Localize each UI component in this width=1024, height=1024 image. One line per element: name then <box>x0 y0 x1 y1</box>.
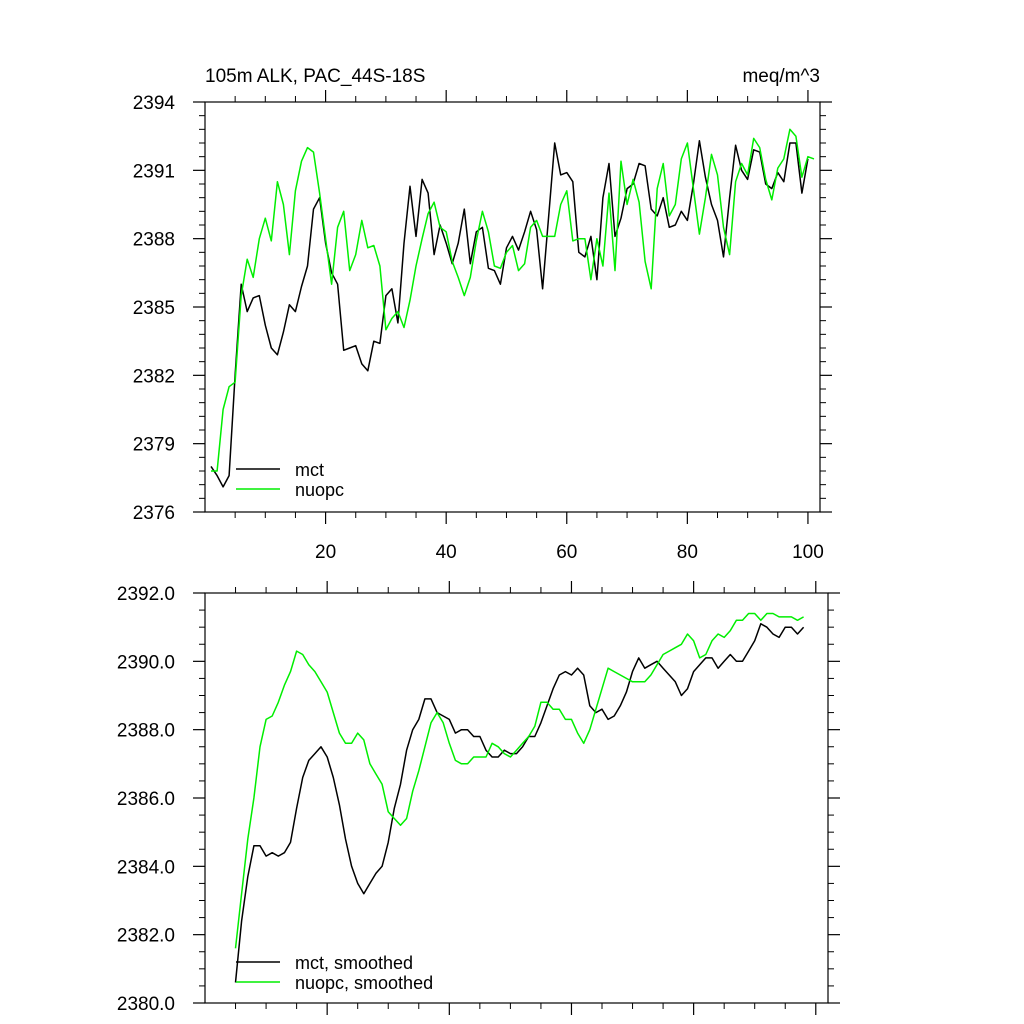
top-y-tick-label-2376: 2376 <box>133 503 175 524</box>
top-chart-frame <box>204 101 821 513</box>
top-x-tick-label-80: 80 <box>677 542 698 563</box>
bottom-chart-legend: mct, smoothed nuopc, smoothed <box>236 953 433 993</box>
bottom-y-tick-label-2380: 2380.0 <box>117 994 175 1015</box>
bottom-y-tick-label-2388: 2388.0 <box>117 721 175 742</box>
top-y-tick-label-2382: 2382 <box>133 366 175 387</box>
legend-label-mct: mct <box>295 460 324 480</box>
legend-label-mct-smoothed: mct, smoothed <box>295 953 413 973</box>
top-y-tick-label-2394: 2394 <box>133 93 176 114</box>
top-y-tick-label-2391: 2391 <box>133 161 175 182</box>
top-chart-tick-labels: 20 40 60 80 100 2376 2379 2382 2385 2388 2391 2394 <box>133 93 824 563</box>
bottom-chart-frame <box>204 592 829 1004</box>
top-chart-legend: mct nuopc <box>236 460 344 500</box>
top-x-tick-label-60: 60 <box>556 542 577 563</box>
legend-label-nuopc: nuopc <box>295 480 344 500</box>
top-chart-series-lines <box>210 128 815 488</box>
bottom-y-tick-label-2392: 2392.0 <box>117 584 175 605</box>
top-chart-units: meq/m^3 <box>742 66 820 87</box>
top-y-tick-label-2385: 2385 <box>133 298 175 319</box>
bottom-chart-series-lines <box>234 612 805 983</box>
bottom-chart-ticks <box>193 581 840 1015</box>
top-y-tick-label-2388: 2388 <box>133 230 175 251</box>
bottom-y-tick-label-2390: 2390.0 <box>117 652 175 673</box>
top-series-line-mct <box>210 139 809 488</box>
top-x-tick-label-100: 100 <box>792 542 824 563</box>
top-chart-title: 105m ALK, PAC_44S-18S <box>205 66 425 87</box>
top-y-tick-label-2379: 2379 <box>133 435 175 456</box>
bottom-y-tick-label-2386: 2386.0 <box>117 789 175 810</box>
bottom-chart-tick-labels: 2380.0 2382.0 2384.0 2386.0 2388.0 2390.0 2392… <box>117 584 175 1015</box>
top-series-line-nuopc <box>211 128 815 472</box>
top-chart-ticks <box>193 90 832 524</box>
bottom-y-tick-label-2384: 2384.0 <box>117 857 175 878</box>
bottom-y-tick-label-2382: 2382.0 <box>117 926 175 947</box>
legend-label-nuopc-smoothed: nuopc, smoothed <box>295 973 433 993</box>
top-x-tick-label-20: 20 <box>315 542 336 563</box>
top-x-tick-label-40: 40 <box>436 542 457 563</box>
bottom-series-line-mct-smoothed <box>234 623 805 983</box>
bottom-series-line-nuopc-smoothed <box>234 612 804 949</box>
